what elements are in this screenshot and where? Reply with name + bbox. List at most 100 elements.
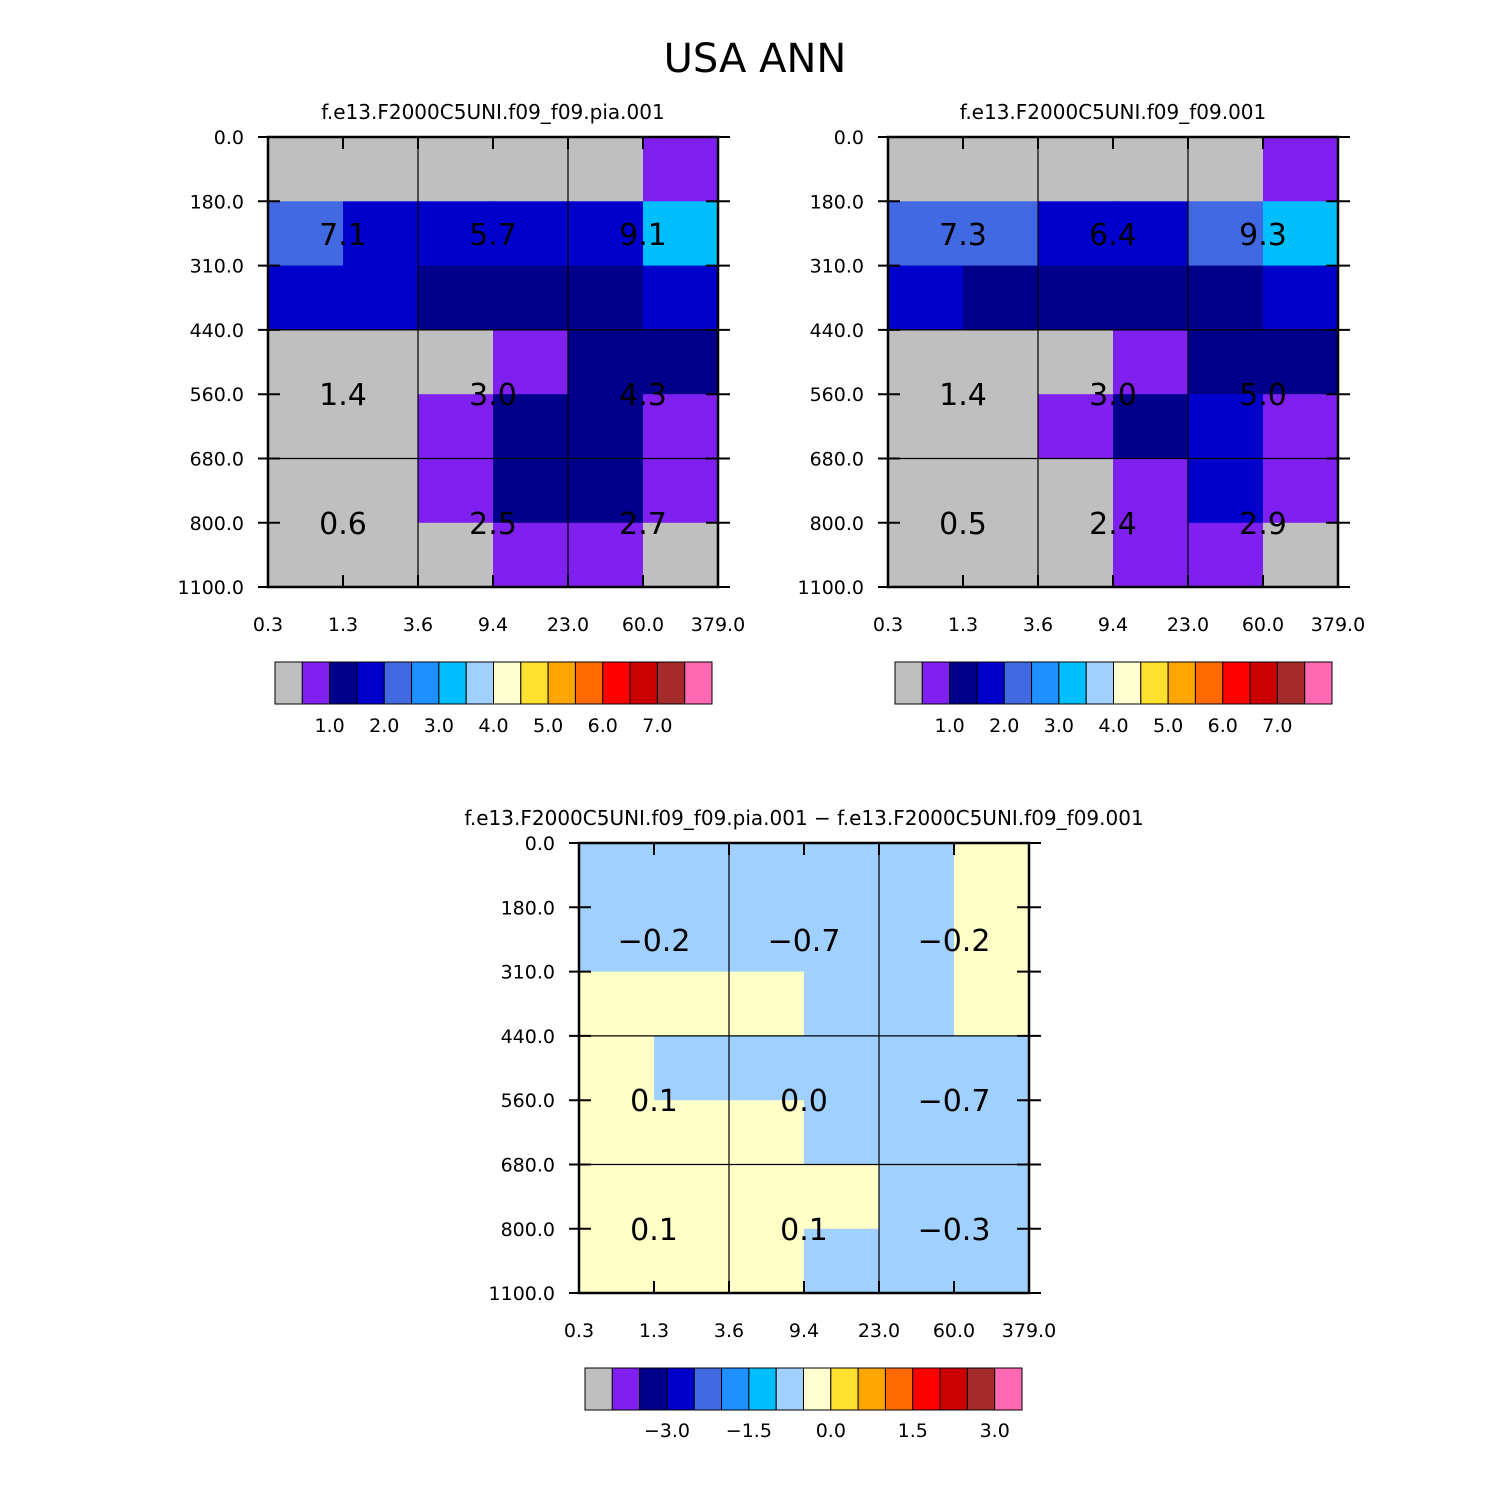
heatmap-cell — [954, 907, 1030, 973]
colorbar-swatch — [574, 661, 604, 705]
heatmap-cell — [1038, 522, 1114, 588]
panel-title: f.e13.F2000C5UNI.f09_f09.001 — [960, 100, 1267, 124]
heatmap-cell — [1263, 265, 1339, 331]
x-tick-label: 60.0 — [622, 614, 664, 636]
panel-2: f.e13.F2000C5UNI.f09_f09.001 7.3 6.4 9.3 1.4… — [798, 100, 1366, 737]
colorbar-swatch — [493, 661, 522, 705]
heatmap-cell — [963, 522, 1039, 588]
colorbar-swatch — [775, 1367, 804, 1411]
heatmap-cell — [1113, 458, 1189, 524]
heatmap-cell — [643, 394, 719, 460]
heatmap-cell — [643, 201, 719, 267]
heatmap-cell — [579, 1164, 655, 1230]
heatmap-cell — [879, 971, 955, 1037]
heatmap-cell — [343, 522, 419, 588]
colorbar-swatch — [1003, 661, 1033, 705]
heatmap-cell — [343, 201, 419, 267]
colorbar-swatch — [629, 661, 658, 705]
colorbar-swatch — [1167, 661, 1196, 705]
colorbar-swatch — [748, 1367, 777, 1411]
heatmap-cell — [268, 458, 344, 524]
colorbar-swatch — [1276, 661, 1306, 705]
heatmap-cell — [1038, 394, 1114, 460]
heatmap-cell — [954, 843, 1030, 908]
heatmap-cell — [1188, 201, 1264, 267]
heatmap-cell — [579, 971, 655, 1037]
heatmap-cell — [493, 458, 569, 524]
heatmap-cell — [643, 265, 719, 331]
cell-value-label: 2.5 — [469, 507, 517, 542]
heatmap-cell — [343, 394, 419, 460]
colorbar-swatch — [301, 661, 331, 705]
colorbar-swatch — [1140, 661, 1169, 705]
main-title: USA ANN — [664, 36, 847, 82]
x-tick-label: 9.4 — [1098, 614, 1128, 636]
cell-value-label: 1.4 — [939, 378, 987, 413]
colorbar-swatch — [1249, 661, 1278, 705]
y-tick-label: 680.0 — [810, 449, 864, 471]
colorbar-swatch — [684, 661, 713, 705]
y-tick-label: 1100.0 — [489, 1283, 555, 1305]
heatmap-cell — [568, 329, 644, 395]
y-tick-label: 180.0 — [810, 191, 864, 213]
cell-value-label: 5.0 — [1239, 378, 1287, 413]
colorbar-swatch — [329, 661, 358, 705]
colorbar-label: 5.0 — [533, 715, 563, 737]
heatmap-cell — [643, 522, 719, 588]
heatmap-cell — [568, 458, 644, 524]
cell-value-label: 0.5 — [939, 507, 987, 542]
cell-value-label: 5.7 — [469, 218, 517, 253]
heatmap-cell — [879, 843, 955, 908]
heatmap-cell — [268, 329, 344, 395]
y-tick-label: 310.0 — [501, 962, 555, 984]
heatmap-cell — [268, 265, 344, 331]
cell-value-label: 6.4 — [1089, 218, 1137, 253]
heatmap-cell — [579, 1035, 655, 1101]
heatmap-cell — [963, 458, 1039, 524]
heatmap-cell — [418, 201, 494, 267]
colorbar-swatch — [274, 661, 303, 705]
heatmap-cell — [879, 1035, 955, 1101]
colorbar-swatch — [884, 1367, 914, 1411]
colorbar-swatch — [547, 661, 576, 705]
heatmap-cell — [804, 1035, 880, 1101]
x-tick-label: 379.0 — [1311, 614, 1365, 636]
heatmap-cell — [418, 522, 494, 588]
x-tick-label: 23.0 — [858, 1320, 900, 1342]
heatmap-cell — [963, 265, 1039, 331]
colorbar-swatch — [1085, 661, 1114, 705]
colorbar-swatch — [411, 661, 440, 705]
colorbar-swatch — [520, 661, 549, 705]
heatmap-cell — [418, 265, 494, 331]
cell-value-label: −0.7 — [918, 1084, 991, 1119]
panel-3: f.e13.F2000C5UNI.f09_f09.pia.001 − f.e13… — [464, 806, 1143, 1442]
heatmap-cell — [643, 458, 719, 524]
heatmap-cell — [1113, 265, 1189, 331]
heatmap-cell — [879, 907, 955, 973]
panel-1: f.e13.F2000C5UNI.f09_f09.pia.001 7.1 5.7 9.… — [178, 100, 746, 737]
heatmap-cell — [879, 1228, 955, 1294]
heatmap-cell — [493, 137, 569, 202]
heatmap-cell — [1263, 522, 1339, 588]
x-tick-label: 1.3 — [639, 1320, 669, 1342]
colorbar-swatch — [857, 1367, 886, 1411]
heatmap-cell — [1038, 201, 1114, 267]
colorbar-swatch — [976, 661, 1005, 705]
colorbar-swatch — [438, 661, 467, 705]
heatmap-cell — [954, 1100, 1030, 1166]
heatmap-cell — [418, 458, 494, 524]
cell-value-label: 0.1 — [630, 1084, 678, 1119]
heatmap-cell — [1038, 265, 1114, 331]
heatmap-cell — [963, 394, 1039, 460]
heatmap-cell — [493, 394, 569, 460]
heatmap-cell — [268, 394, 344, 460]
heatmap-cell — [1113, 201, 1189, 267]
heatmap-cell — [343, 458, 419, 524]
y-tick-label: 680.0 — [501, 1155, 555, 1177]
heatmap-cell — [729, 1164, 805, 1230]
heatmap-cell — [643, 329, 719, 395]
heatmap-cell — [804, 843, 880, 908]
heatmap-cell — [888, 522, 964, 588]
colorbar-swatch — [1058, 661, 1087, 705]
